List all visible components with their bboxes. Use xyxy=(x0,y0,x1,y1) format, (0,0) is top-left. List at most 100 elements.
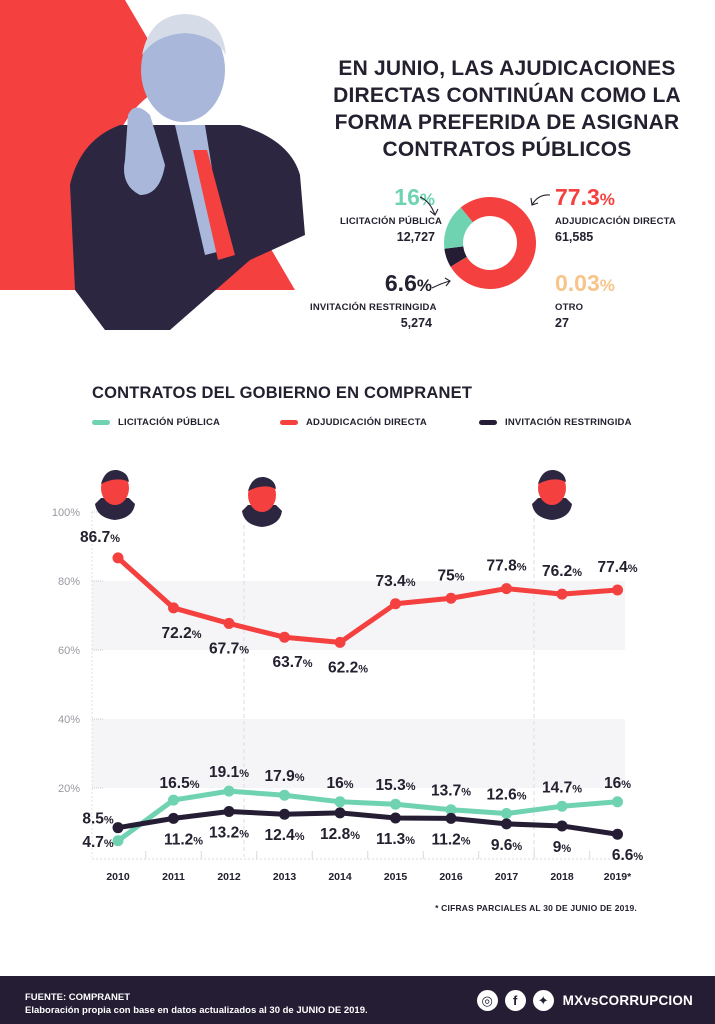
data-point-invitacion xyxy=(390,812,401,824)
summary-adjudicacion-count: 61,585 xyxy=(555,230,594,244)
x-tick-label: 2019* xyxy=(604,871,632,883)
legend-label: LICITACIÓN PÚBLICA xyxy=(118,417,221,428)
data-point-licitacion xyxy=(390,798,401,810)
pct-sign: % xyxy=(344,779,354,791)
legend-swatch-invitacion xyxy=(479,420,497,425)
data-point-invitacion xyxy=(501,818,512,830)
data-point-adjudicacion xyxy=(445,592,457,604)
pct-sign: % xyxy=(416,276,432,295)
x-tick-label: 2015 xyxy=(384,871,408,883)
y-tick-label: 20% xyxy=(58,783,80,795)
pct-sign: % xyxy=(621,779,631,791)
pct-sign: % xyxy=(295,772,305,784)
summary-otro-label: OTRO xyxy=(555,302,584,313)
pct-sign: % xyxy=(358,663,368,675)
data-point-licitacion xyxy=(168,794,179,806)
summary-arrows xyxy=(420,194,550,289)
chart-footnote: * CIFRAS PARCIALES AL 30 DE JUNIO DE 201… xyxy=(435,903,637,913)
pct-sign: % xyxy=(110,533,120,545)
x-tick-label: 2014 xyxy=(328,871,352,883)
data-label-licitacion: 13.7% xyxy=(431,783,471,800)
data-label-adjudicacion: 76.2% xyxy=(542,563,582,580)
data-label-licitacion: 15.3% xyxy=(376,777,416,794)
footer: FUENTE: COMPRANET Elaboración propia con… xyxy=(0,976,715,1024)
pct-sign: % xyxy=(628,563,638,575)
footer-source: FUENTE: COMPRANET xyxy=(25,992,131,1003)
data-label-licitacion: 16% xyxy=(604,775,631,792)
web-chat-icon[interactable]: ◎ xyxy=(476,990,498,1011)
pct-sign: % xyxy=(239,828,249,840)
data-point-invitacion xyxy=(223,805,235,817)
portrait-body xyxy=(242,505,282,527)
data-point-adjudicacion xyxy=(112,552,124,564)
pct-sign: % xyxy=(461,835,471,847)
chart-title: CONTRATOS DEL GOBIERNO EN COMPRANET xyxy=(92,384,473,402)
data-point-adjudicacion xyxy=(501,583,512,595)
data-point-licitacion xyxy=(334,796,346,808)
pct-value: 16 xyxy=(394,184,420,210)
pct-sign: % xyxy=(104,815,114,827)
summary-adjudicacion-pct: 77.3% xyxy=(555,185,676,212)
legend-swatch-adjudicacion xyxy=(280,420,298,425)
summary-adjudicacion-label: ADJUDICACIÓN DIRECTA xyxy=(555,216,676,227)
president-calderon-portrait-icon xyxy=(95,469,135,520)
data-label-adjudicacion: 86.7% xyxy=(80,529,120,546)
y-tick-label: 60% xyxy=(58,645,80,657)
pct-sign: % xyxy=(599,276,615,295)
donut-slice-otro xyxy=(450,256,467,267)
data-label-adjudicacion: 67.7% xyxy=(209,640,249,657)
pct-sign: % xyxy=(295,831,305,843)
arrow-adjudicacion-icon xyxy=(530,194,550,206)
legend-item-adjudicacion: ADJUDICACIÓN DIRECTA xyxy=(280,417,427,428)
data-point-adjudicacion xyxy=(612,584,623,596)
data-point-licitacion xyxy=(501,808,512,820)
pct-sign: % xyxy=(572,783,582,795)
footer-brand: ◎ f ✦ MXvsCORRUPCION xyxy=(476,990,693,1011)
summary-licitacion-count: 12,727 xyxy=(396,230,435,244)
data-point-invitacion xyxy=(612,828,623,840)
pct-sign: % xyxy=(455,571,465,583)
pct-value: 6.6 xyxy=(384,270,417,296)
brand-name[interactable]: MXvsCORRUPCION xyxy=(562,993,693,1008)
data-label-licitacion: 16% xyxy=(326,775,353,792)
pct-sign: % xyxy=(104,838,114,850)
band-20-40 xyxy=(92,719,625,788)
pct-sign: % xyxy=(239,768,249,780)
x-tick-label: 2018 xyxy=(550,871,574,883)
summary-donut-chart xyxy=(444,197,536,289)
y-tick-label: 100% xyxy=(52,507,80,519)
data-point-adjudicacion xyxy=(556,588,568,600)
data-point-adjudicacion xyxy=(390,598,401,610)
donut-slice-licitacion xyxy=(444,207,473,249)
x-tick-label: 2017 xyxy=(495,871,519,883)
pct-value: 0.03 xyxy=(555,270,600,296)
data-label-licitacion: 19.1% xyxy=(209,764,249,781)
donut-slice-adjudicacion xyxy=(450,197,536,289)
data-label-invitacion: 9% xyxy=(553,839,572,856)
pct-sign: % xyxy=(193,835,203,847)
data-point-licitacion xyxy=(556,800,568,812)
data-label-licitacion: 12.6% xyxy=(487,787,527,804)
twitter-icon[interactable]: ✦ xyxy=(532,990,554,1011)
data-label-invitacion: 12.8% xyxy=(320,826,360,843)
data-point-invitacion xyxy=(168,812,179,824)
data-point-adjudicacion xyxy=(168,602,179,614)
data-label-invitacion: 6.6% xyxy=(612,847,644,864)
facebook-icon[interactable]: f xyxy=(504,990,526,1011)
data-point-invitacion xyxy=(556,820,568,832)
data-label-adjudicacion: 75% xyxy=(437,567,464,584)
portrait-hair xyxy=(101,469,129,484)
x-tick-label: 2010 xyxy=(106,871,130,883)
y-tick-label: 80% xyxy=(58,576,80,588)
summary-otro: 0.03% OTRO 27 xyxy=(555,271,615,330)
x-tick-label: 2013 xyxy=(273,871,297,883)
data-label-invitacion: 11.2% xyxy=(431,831,470,848)
summary-licitacion-pct: 16% xyxy=(340,185,435,212)
portrait-hair xyxy=(538,469,566,484)
legend-swatch-licitacion xyxy=(92,420,110,425)
legend-label: ADJUDICACIÓN DIRECTA xyxy=(306,417,427,428)
portrait-body xyxy=(532,498,572,520)
president-portrait-icon xyxy=(70,14,305,330)
legend-label: INVITACIÓN RESTRINGIDA xyxy=(505,417,632,428)
president-pena-nieto-portrait-icon xyxy=(242,476,282,527)
